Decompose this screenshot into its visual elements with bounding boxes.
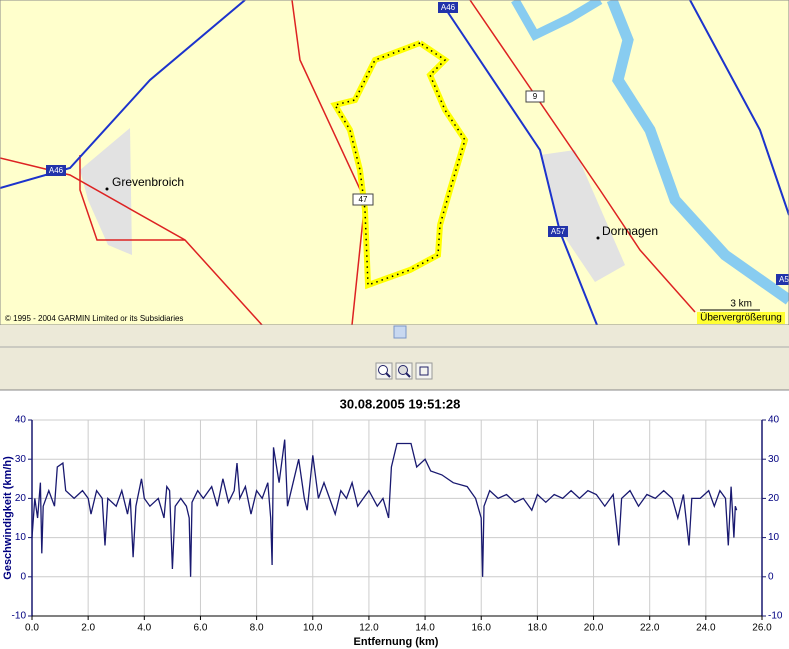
y2-tick-label: 10: [768, 532, 780, 543]
x-tick-label: 0.0: [25, 623, 39, 634]
x-tick-label: 2.0: [81, 623, 95, 634]
road-label: A5: [779, 275, 789, 284]
x-tick-label: 20.0: [584, 623, 604, 634]
y-tick-label: 20: [15, 493, 27, 504]
zoom-warning: Übervergrößerung: [700, 312, 782, 324]
y-tick-label: 30: [15, 454, 27, 465]
place-label: Dormagen: [602, 224, 658, 238]
x-tick-label: 16.0: [471, 623, 491, 634]
road-label: A57: [551, 227, 566, 236]
y-tick-label: 40: [15, 415, 27, 426]
scroll-thumb[interactable]: [393, 325, 407, 339]
x-axis-label: Entfernung (km): [354, 636, 439, 648]
road-label: 47: [359, 195, 368, 204]
y2-tick-label: 30: [768, 454, 780, 465]
x-tick-label: 6.0: [194, 623, 208, 634]
speed-line: [31, 439, 738, 577]
x-tick-label: 24.0: [696, 623, 716, 634]
place-label: Grevenbroich: [112, 175, 184, 189]
fit-button[interactable]: [415, 362, 433, 380]
road-label: A46: [441, 3, 456, 12]
chart-title: 30.08.2005 19:51:28: [340, 396, 461, 411]
scale-label: 3 km: [730, 299, 752, 310]
x-tick-label: 12.0: [359, 623, 379, 634]
copyright: © 1995 - 2004 GARMIN Limited or its Subs…: [5, 314, 183, 323]
x-tick-label: 22.0: [640, 623, 660, 634]
road-label: A46: [49, 166, 64, 175]
x-tick-label: 10.0: [303, 623, 323, 634]
y2-tick-label: -10: [768, 611, 783, 622]
y2-tick-label: 0: [768, 571, 774, 582]
road-label: 9: [533, 92, 538, 101]
x-tick-label: 26.0: [752, 623, 772, 634]
y-tick-label: 10: [15, 532, 27, 543]
zoom-in-button[interactable]: [375, 362, 393, 380]
x-tick-label: 4.0: [137, 623, 151, 634]
y-axis-label: Geschwindigkeit (km/h): [2, 456, 14, 580]
map-features: [0, 0, 789, 326]
y2-tick-label: 20: [768, 493, 780, 504]
x-tick-label: 18.0: [528, 623, 548, 634]
y-tick-label: -10: [12, 611, 27, 622]
x-tick-label: 14.0: [415, 623, 435, 634]
zoom-out-button[interactable]: [395, 362, 413, 380]
y2-tick-label: 40: [768, 415, 780, 426]
y-tick-label: 0: [20, 571, 26, 582]
x-tick-label: 8.0: [250, 623, 264, 634]
